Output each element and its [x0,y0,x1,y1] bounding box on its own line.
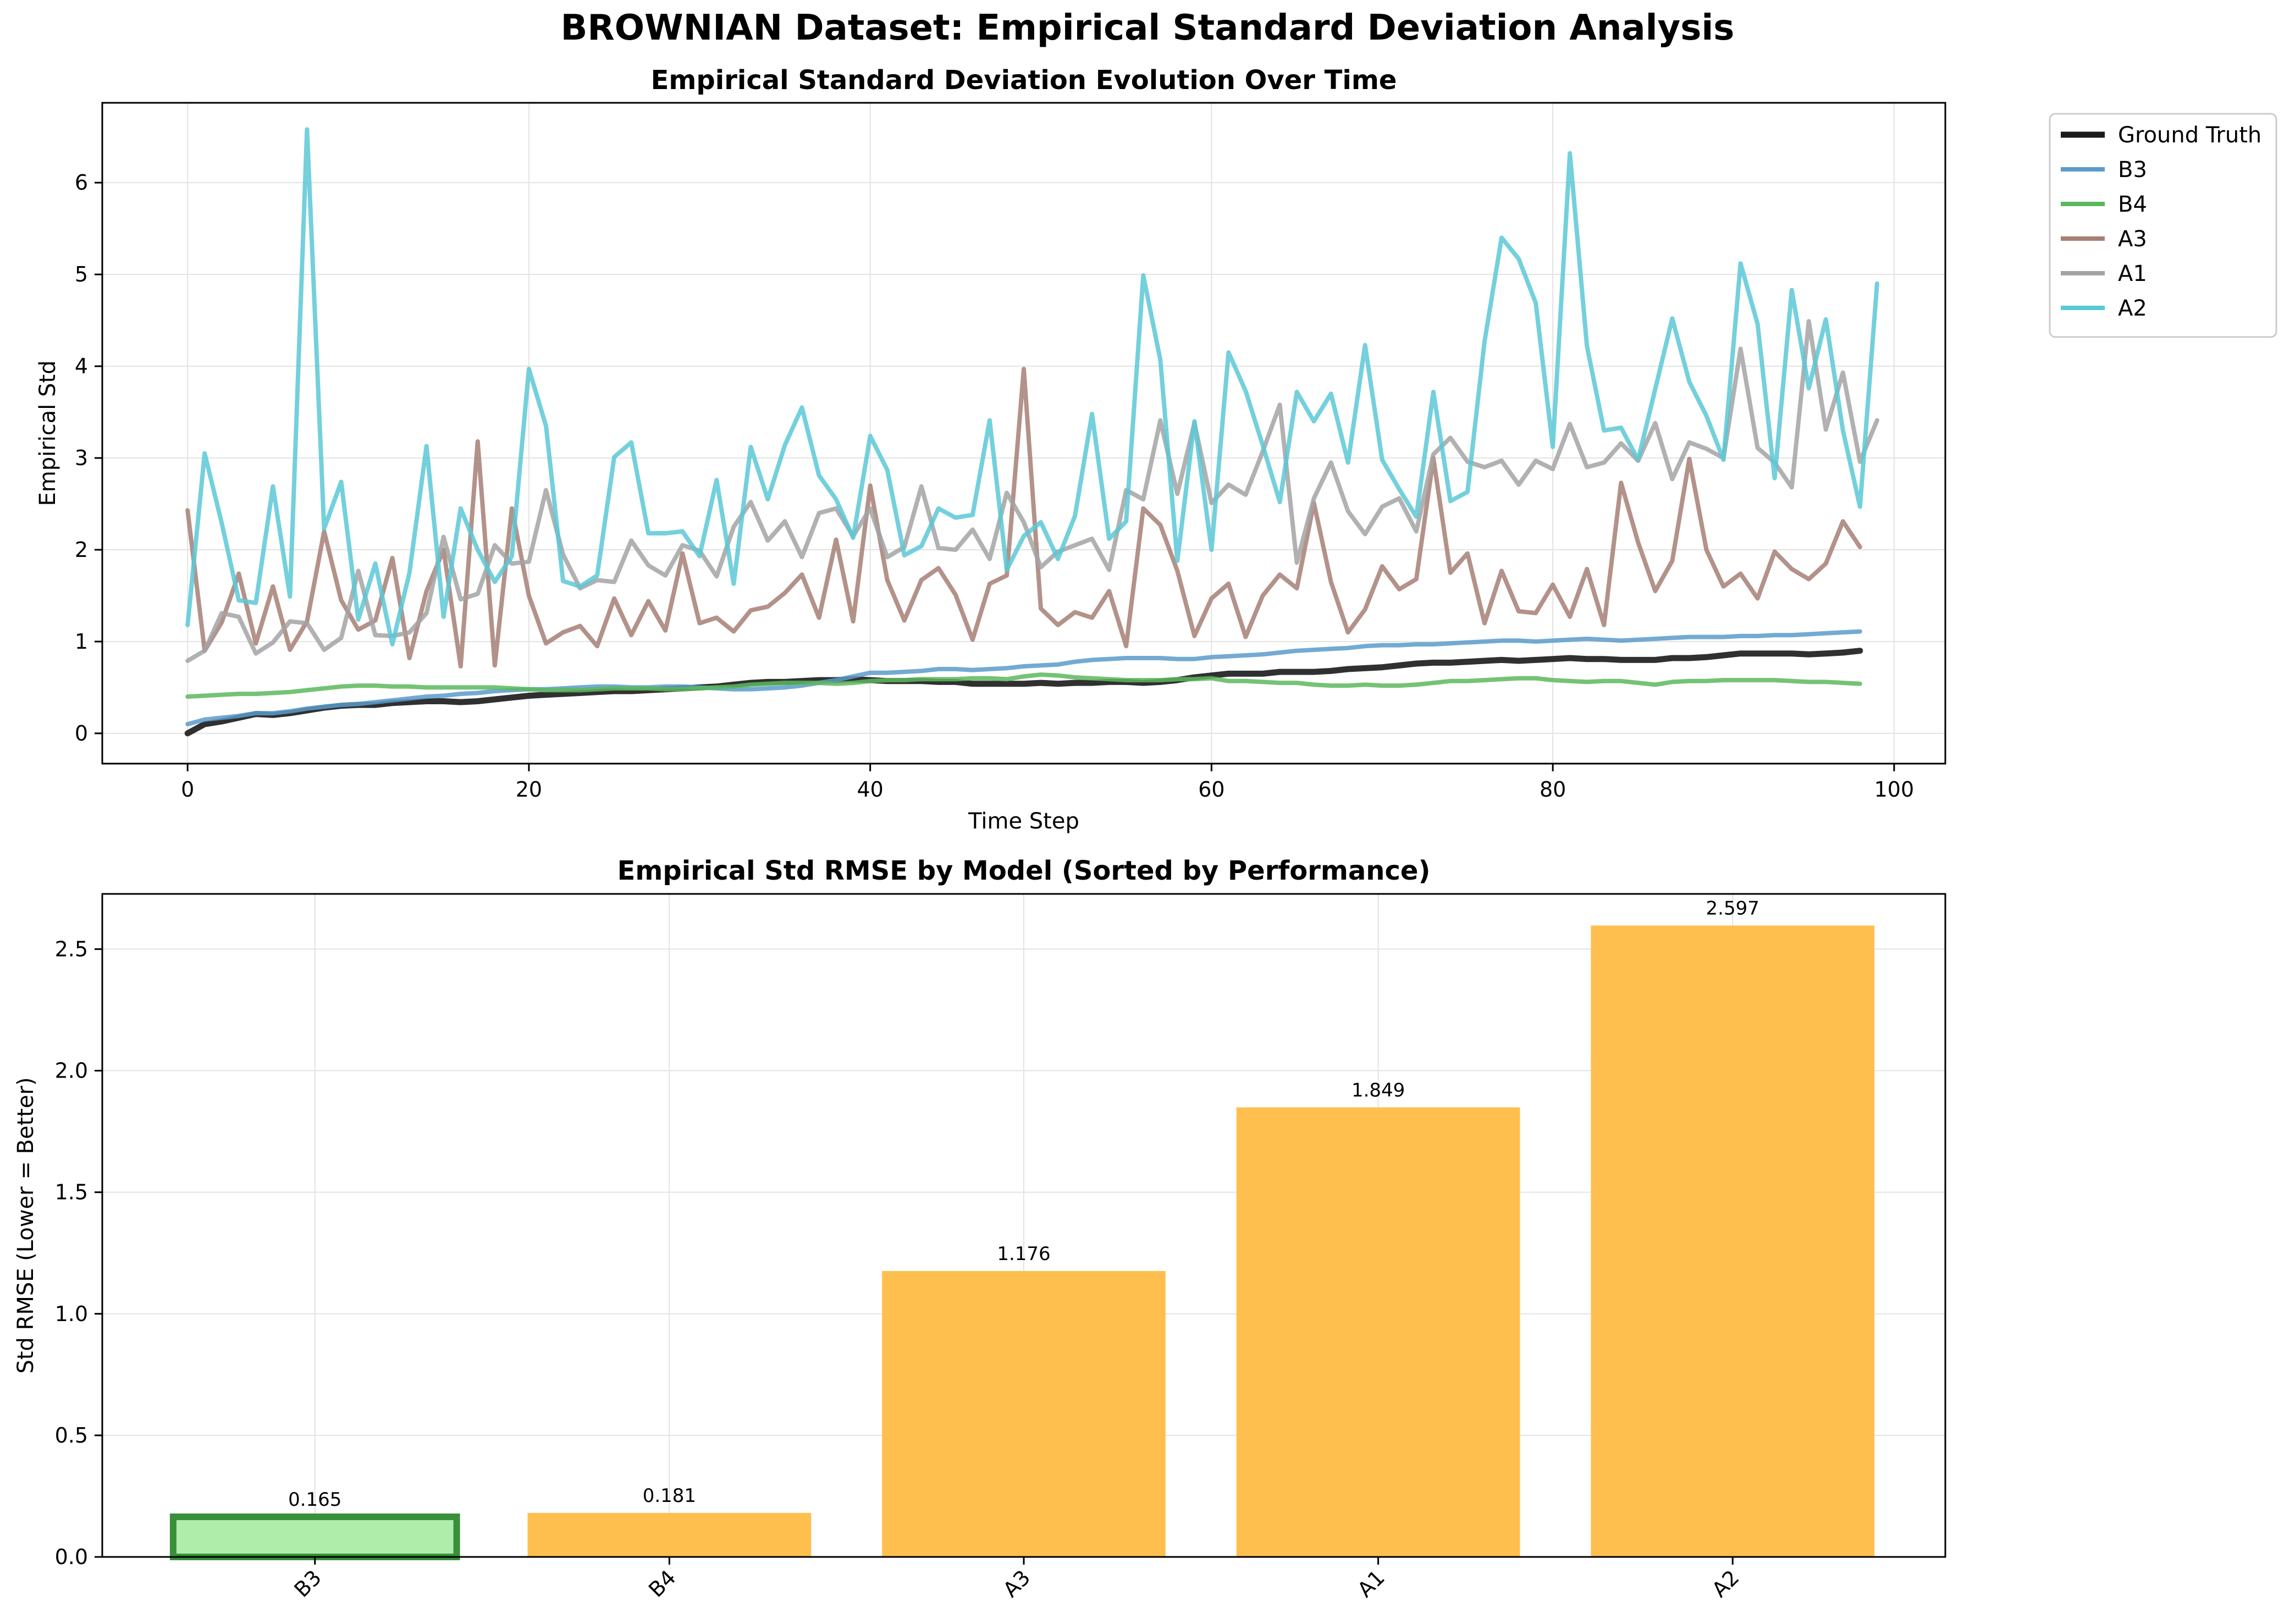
line-chart-frame [101,102,1946,765]
figure-title: BROWNIAN Dataset: Empirical Standard Dev… [560,8,1735,48]
series-line-a2 [185,127,1879,647]
bar-value-label: 0.165 [288,1489,341,1511]
y-tick-label: 2.0 [55,1059,88,1083]
y-tick-label: 0 [75,721,88,745]
bar-chart-title: Empirical Std RMSE by Model (Sorted by P… [617,855,1431,886]
legend-label: B3 [2118,157,2147,183]
line-chart-series [184,127,1879,737]
series-line-a3 [185,367,1862,669]
legend-label: Ground Truth [2118,123,2261,148]
bar-value-label: 1.849 [1351,1079,1405,1101]
line-chart-ylabel: Empirical Std [35,360,60,506]
legend-label: A3 [2118,227,2147,252]
line-chart-title: Empirical Standard Deviation Evolution O… [651,65,1397,96]
x-tick-label: B3 [289,1565,326,1602]
bar-chart-bars: 0.165 0.181 1.176 1.849 2.597 [169,897,1875,1561]
bar-a3 [882,1271,1166,1557]
legend-label: A1 [2118,261,2147,286]
bar-chart-panel: Empirical Std RMSE by Model (Sorted by P… [13,855,1946,1602]
legend-box [2049,113,2277,338]
y-tick-label: 0.0 [55,1545,88,1569]
x-tick-label: B4 [644,1565,681,1602]
y-tick-label: 2.5 [55,937,88,961]
series-line-ground-truth [184,648,1863,737]
line-chart-ticks: 0 20 40 60 80 100 0 1 2 3 4 5 6 [75,170,1914,802]
y-tick-label: 6 [75,170,88,195]
legend-label: A2 [2118,296,2147,321]
bar-a1 [1236,1107,1520,1557]
line-chart-panel: Empirical Standard Deviation Evolution O… [35,65,2277,834]
bar-value-label: 0.181 [643,1485,696,1507]
x-tick-label: A1 [1353,1565,1389,1602]
x-tick-label: 0 [181,777,194,802]
y-tick-label: 0.5 [55,1423,88,1448]
x-tick-label: 40 [857,777,883,802]
x-tick-label: 20 [516,777,542,802]
line-chart-legend: Ground Truth B3 B4 A3 A1 A2 [2049,113,2277,338]
y-tick-label: 1.0 [55,1302,88,1326]
legend-label: B4 [2118,192,2147,217]
y-tick-label: 3 [75,446,88,470]
y-tick-label: 1.5 [55,1180,88,1205]
x-tick-label: 60 [1198,777,1224,802]
y-tick-label: 1 [75,629,88,654]
x-tick-label: A3 [998,1565,1035,1602]
bar-chart-ylabel: Std RMSE (Lower = Better) [13,1077,38,1373]
y-tick-label: 4 [75,354,88,378]
bar-value-label: 1.176 [997,1243,1050,1265]
x-tick-label: A2 [1707,1565,1744,1602]
bar-b3 [169,1513,460,1561]
bar-a2 [1591,925,1875,1557]
line-chart-xlabel: Time Step [968,809,1079,834]
x-tick-label: 80 [1540,777,1566,802]
bar-b4 [527,1512,812,1557]
y-tick-label: 2 [75,538,88,562]
x-tick-label: 100 [1874,777,1915,802]
bar-value-label: 2.597 [1706,897,1759,919]
series-line-b3 [185,629,1862,727]
series-line-a1 [185,319,1879,663]
y-tick-label: 5 [75,262,88,286]
series-line-b4 [185,672,1862,699]
bar-chart-ticks: 0.0 0.5 1.0 1.5 2.0 2.5 B3 B4 A3 A1 A2 [55,937,1744,1602]
